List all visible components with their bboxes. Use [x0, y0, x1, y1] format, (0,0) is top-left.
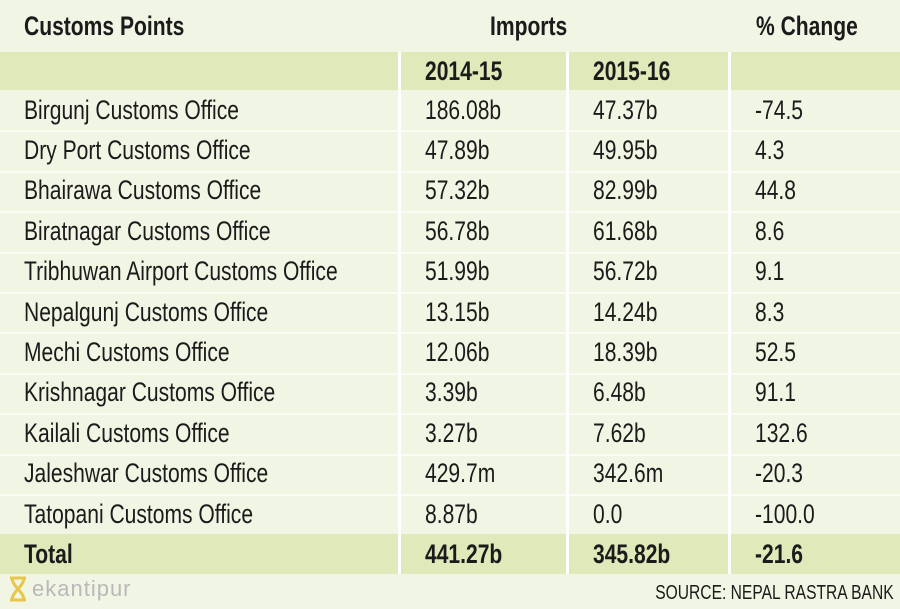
total-year-2: 345.82b [593, 538, 671, 569]
office-name: Biratnagar Customs Office [24, 215, 271, 246]
imports-2015-16: 0.0 [593, 498, 623, 529]
total-row: Total 441.27b 345.82b -21.6 [0, 534, 900, 574]
imports-2014-15: 57.32b [425, 175, 490, 206]
table-row: Jaleshwar Customs Office 429.7m 342.6m -20.… [0, 453, 900, 496]
table-row: Tatopani Customs Office 8.87b 0.0 -100.0 [0, 494, 900, 537]
imports-2014-15: 3.39b [425, 377, 478, 408]
pct-change: 52.5 [755, 337, 796, 368]
source-note: SOURCE: NEPAL RASTRA BANK [655, 582, 894, 604]
imports-2015-16: 47.37b [593, 94, 658, 125]
subheader-row: 2014-15 2015-16 [0, 52, 900, 90]
imports-2015-16: 56.72b [593, 256, 658, 287]
pct-change: -20.3 [755, 458, 804, 489]
imports-2014-15: 13.15b [425, 296, 490, 327]
total-label: Total [24, 538, 73, 569]
imports-2014-15: 51.99b [425, 256, 490, 287]
pct-change: 9.1 [755, 256, 785, 287]
pct-change: -100.0 [755, 498, 815, 529]
pct-change: 44.8 [755, 175, 796, 206]
header-imports: Imports [490, 10, 568, 41]
office-name: Kailali Customs Office [24, 417, 230, 448]
header-year-1: 2014-15 [425, 55, 503, 86]
table-row: Kailali Customs Office 3.27b 7.62b 132.6 [0, 413, 900, 456]
office-name: Krishnagar Customs Office [24, 377, 276, 408]
header-year-2: 2015-16 [593, 55, 671, 86]
imports-2014-15: 429.7m [425, 458, 496, 489]
imports-2015-16: 14.24b [593, 296, 658, 327]
logo-text: ekantipur [32, 576, 132, 601]
imports-2014-15: 12.06b [425, 337, 490, 368]
table-row: Krishnagar Customs Office 3.39b 6.48b 91.1 [0, 372, 900, 416]
office-name: Bhairawa Customs Office [24, 175, 262, 206]
imports-2015-16: 342.6m [593, 458, 664, 489]
imports-2015-16: 82.99b [593, 175, 658, 206]
office-name: Nepalgunj Customs Office [24, 296, 269, 327]
imports-2014-15: 186.08b [425, 94, 502, 125]
pct-change: 8.6 [755, 215, 785, 246]
total-change: -21.6 [755, 538, 804, 569]
pct-change: 8.3 [755, 296, 785, 327]
total-year-1: 441.27b [425, 538, 503, 569]
office-name: Dry Port Customs Office [24, 135, 251, 166]
pct-change: 132.6 [755, 417, 808, 448]
pct-change: -74.5 [755, 94, 804, 125]
header-pct-change: % Change [756, 10, 858, 41]
table-row: Tribhuwan Airport Customs Office 51.99b 56… [0, 251, 900, 294]
table-row: Mechi Customs Office 12.06b 18.39b 52.5 [0, 332, 900, 375]
imports-2015-16: 49.95b [593, 135, 658, 166]
office-name: Jaleshwar Customs Office [24, 458, 269, 489]
office-name: Tribhuwan Airport Customs Office [24, 256, 338, 287]
hourglass-icon [10, 576, 26, 602]
table-row: Dry Port Customs Office 47.89b 49.95b 4.3 [0, 130, 900, 173]
imports-2014-15: 47.89b [425, 135, 490, 166]
table-row: Birgunj Customs Office 186.08b 47.37b -74.5 [0, 90, 900, 133]
table-row: Biratnagar Customs Office 56.78b 61.68b 8.6 [0, 211, 900, 254]
ekantipur-logo: ekantipur [8, 576, 132, 602]
table-row: Nepalgunj Customs Office 13.15b 14.24b 8.3 [0, 292, 900, 335]
imports-2014-15: 8.87b [425, 498, 478, 529]
imports-2015-16: 6.48b [593, 377, 646, 408]
office-name: Birgunj Customs Office [24, 94, 239, 125]
office-name: Tatopani Customs Office [24, 498, 254, 529]
imports-2014-15: 56.78b [425, 215, 490, 246]
office-name: Mechi Customs Office [24, 337, 230, 368]
header-customs-points: Customs Points [24, 10, 185, 41]
imports-2015-16: 18.39b [593, 337, 658, 368]
header-row: Customs Points Imports % Change [0, 0, 900, 52]
table-row: Bhairawa Customs Office 57.32b 82.99b 44.8 [0, 170, 900, 214]
pct-change: 91.1 [755, 377, 796, 408]
imports-2015-16: 61.68b [593, 215, 658, 246]
imports-2015-16: 7.62b [593, 417, 646, 448]
pct-change: 4.3 [755, 135, 785, 166]
imports-2014-15: 3.27b [425, 417, 478, 448]
